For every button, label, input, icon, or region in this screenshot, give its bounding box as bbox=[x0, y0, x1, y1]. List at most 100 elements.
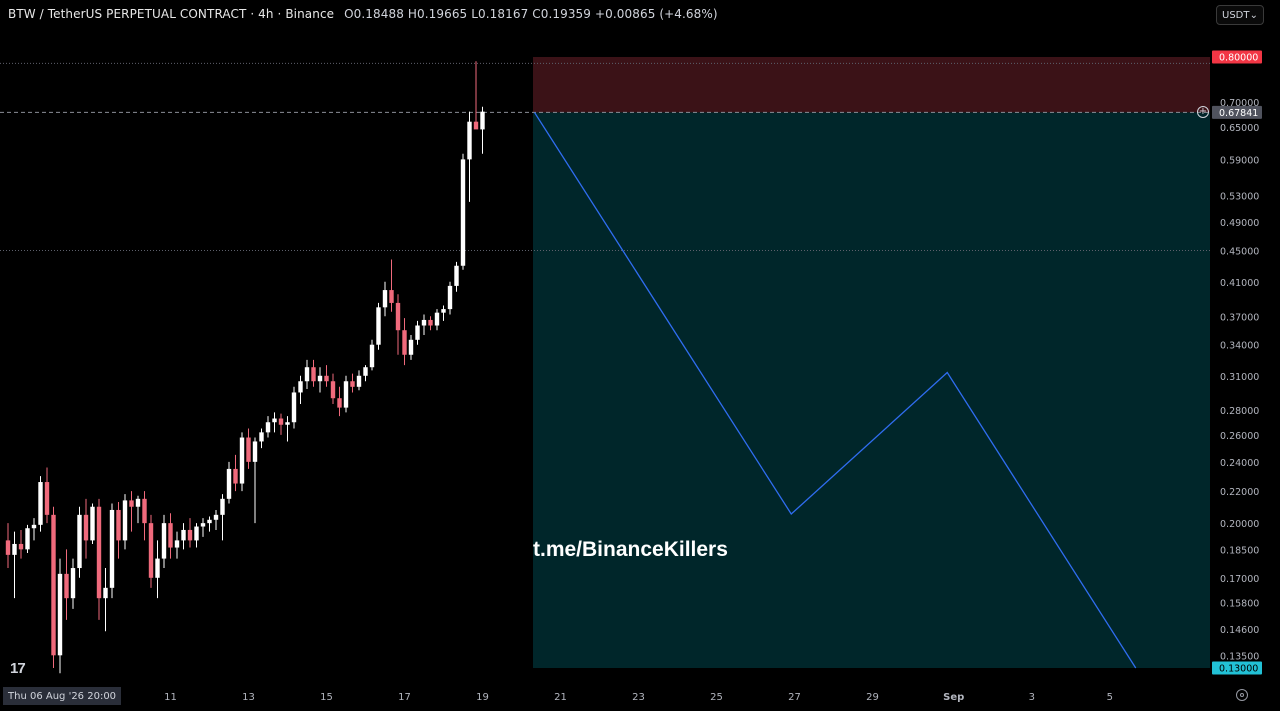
candle-body[interactable] bbox=[467, 121, 472, 160]
add-alert-icon[interactable]: + bbox=[1197, 106, 1209, 118]
candle-body[interactable] bbox=[31, 524, 37, 529]
candle-body[interactable] bbox=[363, 367, 368, 376]
candle-body[interactable] bbox=[200, 523, 206, 527]
y-tick-label: 0.53000 bbox=[1220, 191, 1259, 202]
x-tick-label: 23 bbox=[632, 692, 645, 703]
candle-body[interactable] bbox=[343, 381, 349, 408]
candle-body[interactable] bbox=[382, 290, 388, 308]
candle-body[interactable] bbox=[291, 392, 297, 423]
candle-body[interactable] bbox=[252, 441, 258, 462]
candle-body[interactable] bbox=[220, 498, 225, 515]
candle-body[interactable] bbox=[350, 381, 355, 387]
candle-body[interactable] bbox=[12, 543, 17, 555]
y-tick-label: 0.41000 bbox=[1220, 278, 1259, 289]
candle-body[interactable] bbox=[103, 587, 108, 599]
candle-body[interactable] bbox=[298, 381, 303, 393]
candle-body[interactable] bbox=[207, 519, 212, 524]
y-tick-label: 0.45000 bbox=[1220, 246, 1259, 257]
candle-body[interactable] bbox=[246, 437, 251, 462]
y-tick-label: 0.20000 bbox=[1220, 519, 1259, 530]
candle-body[interactable] bbox=[5, 540, 11, 555]
candle-body[interactable] bbox=[369, 344, 375, 368]
candle-body[interactable] bbox=[18, 543, 24, 550]
crosshair-date-badge: Thu 06 Aug '26 20:00 bbox=[3, 687, 121, 705]
candle-body[interactable] bbox=[272, 418, 277, 423]
candle-body[interactable] bbox=[122, 500, 128, 541]
chart-header: BTW / TetherUS PERPETUAL CONTRACT · 4h ·… bbox=[8, 7, 718, 21]
candle-body[interactable] bbox=[96, 506, 102, 599]
candle-body[interactable] bbox=[129, 500, 134, 507]
candle-body[interactable] bbox=[421, 319, 427, 326]
candle-body[interactable] bbox=[109, 509, 115, 588]
currency-label: USDT bbox=[1222, 9, 1250, 21]
candle-body[interactable] bbox=[187, 529, 193, 541]
candle-body[interactable] bbox=[265, 422, 271, 433]
candle-body[interactable] bbox=[395, 302, 401, 331]
projection-path-line[interactable] bbox=[533, 112, 1137, 669]
candle-body[interactable] bbox=[25, 528, 30, 550]
candle-body[interactable] bbox=[259, 432, 264, 442]
x-tick-label: 3 bbox=[1029, 692, 1035, 703]
candle-body[interactable] bbox=[317, 375, 323, 382]
candle-body[interactable] bbox=[194, 526, 199, 541]
candle-body[interactable] bbox=[57, 573, 63, 656]
candle-body[interactable] bbox=[44, 482, 50, 515]
candle-body[interactable] bbox=[324, 375, 329, 382]
candle-body[interactable] bbox=[181, 529, 186, 541]
candle-body[interactable] bbox=[480, 111, 485, 130]
candle-body[interactable] bbox=[454, 265, 459, 286]
x-tick-label: Sep bbox=[943, 692, 964, 703]
candle-body[interactable] bbox=[90, 506, 95, 541]
candle-body[interactable] bbox=[38, 482, 43, 525]
candle-body[interactable] bbox=[148, 523, 154, 578]
candle-body[interactable] bbox=[428, 319, 433, 326]
y-tick-label: 0.18500 bbox=[1220, 545, 1259, 556]
candle-body[interactable] bbox=[330, 381, 336, 399]
candle-body[interactable] bbox=[402, 330, 407, 355]
candle-body[interactable] bbox=[389, 290, 394, 303]
tradingview-logo: 17 bbox=[10, 660, 26, 677]
candle-body[interactable] bbox=[155, 558, 160, 578]
candle-body[interactable] bbox=[311, 367, 316, 382]
candle-body[interactable] bbox=[233, 468, 238, 484]
candle-body[interactable] bbox=[285, 422, 290, 425]
candle-body[interactable] bbox=[278, 418, 284, 425]
candle-body[interactable] bbox=[447, 285, 453, 310]
symbol-title[interactable]: BTW / TetherUS PERPETUAL CONTRACT · 4h ·… bbox=[8, 7, 335, 21]
y-tick-label: 0.14600 bbox=[1220, 625, 1259, 636]
candle-body[interactable] bbox=[135, 498, 141, 507]
candle-body[interactable] bbox=[161, 523, 167, 559]
entry-price-badge bbox=[1212, 105, 1262, 119]
candle-body[interactable] bbox=[168, 523, 173, 548]
candle-body[interactable] bbox=[304, 367, 310, 382]
currency-select[interactable]: USDT ⌄ bbox=[1216, 5, 1264, 25]
candle-body[interactable] bbox=[337, 398, 342, 408]
candle-body[interactable] bbox=[64, 573, 69, 599]
settings-icon[interactable] bbox=[1236, 689, 1248, 701]
candle-body[interactable] bbox=[408, 339, 414, 355]
candle-body[interactable] bbox=[142, 498, 147, 524]
stop-price-badge bbox=[1212, 50, 1262, 64]
candle-body[interactable] bbox=[70, 568, 76, 599]
y-tick-label: 0.59000 bbox=[1220, 155, 1259, 166]
candle-body[interactable] bbox=[415, 325, 420, 340]
candle-body[interactable] bbox=[460, 159, 466, 266]
candle-body[interactable] bbox=[77, 514, 82, 569]
candle-body[interactable] bbox=[356, 375, 362, 387]
target-price-label: 0.13000 bbox=[1219, 664, 1258, 675]
candle-body[interactable] bbox=[51, 514, 56, 656]
candle-body[interactable] bbox=[226, 468, 232, 499]
y-tick-label: 0.26000 bbox=[1220, 431, 1259, 442]
candle-body[interactable] bbox=[83, 514, 89, 541]
candle-body[interactable] bbox=[174, 540, 180, 548]
candle-body[interactable] bbox=[473, 121, 479, 130]
entry-price-label: 0.67841 bbox=[1219, 108, 1258, 119]
candle-body[interactable] bbox=[441, 309, 446, 313]
candle-body[interactable] bbox=[376, 307, 381, 345]
candle-body[interactable] bbox=[434, 312, 440, 326]
candle-body[interactable] bbox=[213, 514, 219, 520]
candle-body[interactable] bbox=[116, 509, 121, 541]
candle-body[interactable] bbox=[239, 437, 245, 484]
y-tick-label: 0.17000 bbox=[1220, 574, 1259, 585]
